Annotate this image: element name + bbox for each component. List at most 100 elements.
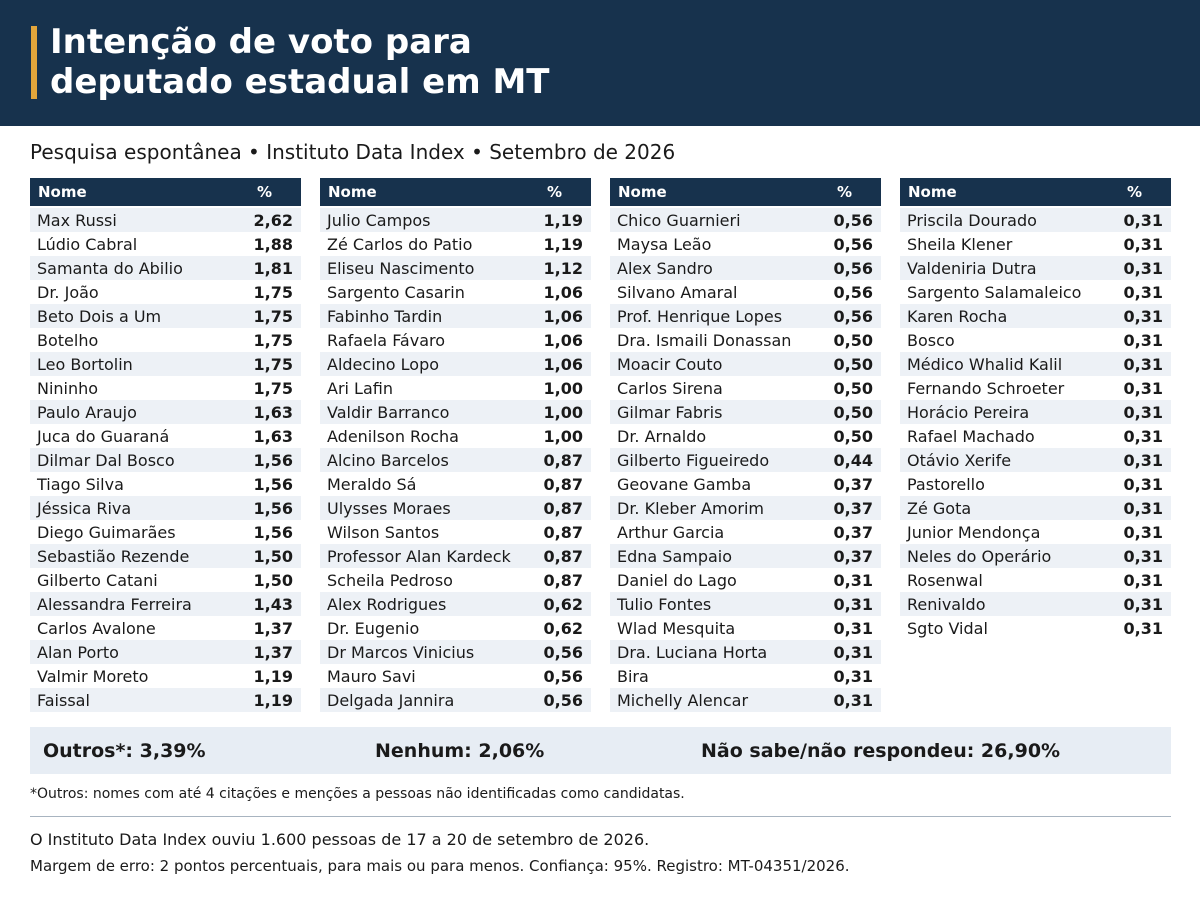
- candidate-percent: 0,87: [543, 474, 583, 494]
- candidate-name: Fernando Schroeter: [907, 378, 1065, 398]
- table-row: Fabinho Tardin 1,06: [320, 304, 591, 328]
- candidate-name: Alessandra Ferreira: [37, 594, 192, 614]
- table-row: Rosenwal 0,31: [900, 568, 1171, 592]
- candidate-percent: 0,37: [833, 474, 873, 494]
- candidate-name: Sheila Klener: [907, 234, 1013, 254]
- table-row: Alessandra Ferreira 1,43: [30, 592, 301, 616]
- candidate-percent: 0,31: [1123, 570, 1163, 590]
- table-row: Moacir Couto 0,50: [610, 352, 881, 376]
- table-row: Julio Campos 1,19: [320, 208, 591, 232]
- methodology-line-2: Margem de erro: 2 pontos percentuais, pa…: [30, 857, 850, 875]
- table-row: Michelly Alencar 0,31: [610, 688, 881, 712]
- table-row: Lúdio Cabral 1,88: [30, 232, 301, 256]
- candidate-percent: 1,37: [253, 642, 293, 662]
- candidate-name: Fabinho Tardin: [327, 306, 443, 326]
- table-row: Alex Sandro 0,56: [610, 256, 881, 280]
- header-banner: Intenção de voto para deputado estadual …: [0, 0, 1200, 126]
- candidate-percent: 1,75: [253, 282, 293, 302]
- candidate-percent: 1,37: [253, 618, 293, 638]
- table-row: Samanta do Abilio 1,81: [30, 256, 301, 280]
- candidate-percent: 0,50: [833, 330, 873, 350]
- table-row: Valdeniria Dutra 0,31: [900, 256, 1171, 280]
- table-row: Wlad Mesquita 0,31: [610, 616, 881, 640]
- table-row: Otávio Xerife 0,31: [900, 448, 1171, 472]
- candidate-name: Maysa Leão: [617, 234, 712, 254]
- candidate-name: Dr. Arnaldo: [617, 426, 707, 446]
- candidate-percent: 0,37: [833, 498, 873, 518]
- candidate-percent: 1,56: [253, 498, 293, 518]
- title-accent-bar: [31, 26, 37, 99]
- column-header-name: Nome: [38, 183, 87, 201]
- candidate-percent: 0,31: [833, 690, 873, 710]
- candidate-percent: 1,19: [253, 690, 293, 710]
- candidate-percent: 0,31: [1123, 474, 1163, 494]
- candidate-percent: 0,37: [833, 546, 873, 566]
- table-row: Rafael Machado 0,31: [900, 424, 1171, 448]
- candidate-name: Valdeniria Dutra: [907, 258, 1037, 278]
- candidate-name: Rafael Machado: [907, 426, 1035, 446]
- candidate-percent: 1,88: [253, 234, 293, 254]
- page-title-line-2: deputado estadual em MT: [50, 62, 550, 102]
- table-row: Dr. Eugenio 0,62: [320, 616, 591, 640]
- candidate-name: Silvano Amaral: [617, 282, 738, 302]
- candidate-percent: 0,31: [1123, 306, 1163, 326]
- candidate-name: Sargento Casarin: [327, 282, 465, 302]
- candidate-percent: 0,31: [1123, 594, 1163, 614]
- candidate-percent: 1,63: [253, 426, 293, 446]
- table-row: Silvano Amaral 0,56: [610, 280, 881, 304]
- table-row: Faissal 1,19: [30, 688, 301, 712]
- table-row: Professor Alan Kardeck 0,87: [320, 544, 591, 568]
- candidate-percent: 0,62: [543, 618, 583, 638]
- table-row: Jéssica Riva 1,56: [30, 496, 301, 520]
- table-row: Chico Guarnieri 0,56: [610, 208, 881, 232]
- candidate-percent: 0,31: [1123, 546, 1163, 566]
- candidate-percent: 0,31: [1123, 498, 1163, 518]
- candidate-percent: 1,75: [253, 330, 293, 350]
- candidate-percent: 1,75: [253, 306, 293, 326]
- table-header: Nome%: [320, 178, 591, 206]
- candidate-name: Bira: [617, 666, 649, 686]
- candidate-percent: 0,50: [833, 426, 873, 446]
- candidate-name: Pastorello: [907, 474, 985, 494]
- candidate-percent: 0,31: [833, 618, 873, 638]
- table-header: Nome%: [30, 178, 301, 206]
- candidate-name: Priscila Dourado: [907, 210, 1037, 230]
- candidate-percent: 0,31: [1123, 522, 1163, 542]
- candidate-percent: 0,31: [1123, 378, 1163, 398]
- candidate-name: Delgada Jannira: [327, 690, 455, 710]
- table-row: Renivaldo 0,31: [900, 592, 1171, 616]
- table-row: Meraldo Sá 0,87: [320, 472, 591, 496]
- footer-divider: [30, 816, 1171, 817]
- candidate-name: Zé Carlos do Patio: [327, 234, 473, 254]
- candidate-percent: 1,00: [543, 402, 583, 422]
- candidate-percent: 0,87: [543, 498, 583, 518]
- candidate-name: Horácio Pereira: [907, 402, 1030, 422]
- candidate-percent: 1,50: [253, 570, 293, 590]
- candidate-name: Junior Mendonça: [907, 522, 1041, 542]
- candidate-percent: 1,06: [543, 282, 583, 302]
- methodology-line-1: O Instituto Data Index ouviu 1.600 pesso…: [30, 830, 650, 849]
- column-header-percent: %: [837, 183, 853, 201]
- table-row: Zé Carlos do Patio 1,19: [320, 232, 591, 256]
- candidate-percent: 0,87: [543, 522, 583, 542]
- candidate-percent: 1,00: [543, 378, 583, 398]
- candidate-percent: 1,43: [253, 594, 293, 614]
- table-row: Dr. João 1,75: [30, 280, 301, 304]
- candidate-name: Edna Sampaio: [617, 546, 733, 566]
- candidate-percent: 0,31: [1123, 450, 1163, 470]
- table-row: Sheila Klener 0,31: [900, 232, 1171, 256]
- candidate-percent: 0,31: [1123, 426, 1163, 446]
- table-row: Dr. Arnaldo 0,50: [610, 424, 881, 448]
- table-row: Arthur Garcia 0,37: [610, 520, 881, 544]
- candidate-name: Ari Lafin: [327, 378, 393, 398]
- candidate-name: Wilson Santos: [327, 522, 440, 542]
- table-row: Gilberto Catani 1,50: [30, 568, 301, 592]
- candidate-percent: 0,56: [833, 258, 873, 278]
- candidate-percent: 1,75: [253, 378, 293, 398]
- candidate-name: Carlos Avalone: [37, 618, 156, 638]
- table-row: Dr. Kleber Amorim 0,37: [610, 496, 881, 520]
- table-row: Geovane Gamba 0,37: [610, 472, 881, 496]
- candidate-name: Jéssica Riva: [37, 498, 132, 518]
- candidate-name: Gilmar Fabris: [617, 402, 723, 422]
- table-row: Aldecino Lopo 1,06: [320, 352, 591, 376]
